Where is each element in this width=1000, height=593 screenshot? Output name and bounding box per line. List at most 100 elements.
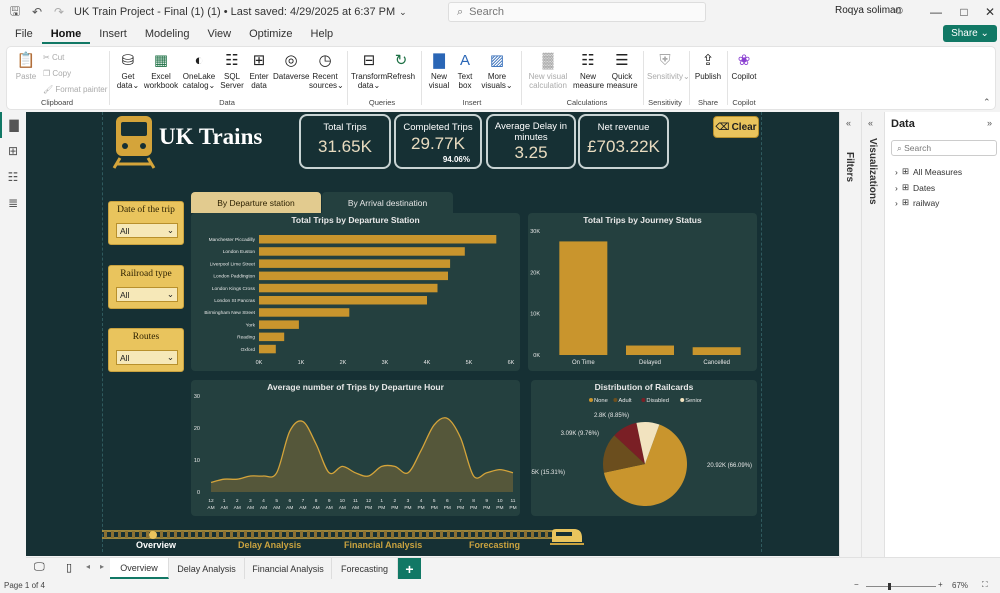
add-page-button[interactable]: + [398,558,421,579]
maximize-icon[interactable]: □ [960,5,968,19]
track-tie [181,531,184,538]
copy-button[interactable]: ❐ Copy [43,69,72,78]
nav-overview[interactable]: Overview [136,540,177,550]
format-painter-button[interactable]: 🖌 Format painter [43,85,108,94]
more-visuals-button[interactable]: ▨ More visuals⌄ [481,51,513,91]
fit-page-icon[interactable]: ⛶ [982,580,988,589]
prev-page-icon[interactable]: ◂ [86,562,91,571]
visualizations-pane[interactable]: « Visualizations [861,112,884,557]
sensitivity-button[interactable]: ⛨ Sensitivity⌄ [647,51,690,82]
menu-file[interactable]: File [15,28,33,40]
search-input[interactable]: ⌕ Search [448,2,706,22]
transform-data-button[interactable]: ⊟ Transform data⌄ [351,51,388,91]
track-tie [391,531,394,538]
save-icon[interactable]: 🖫 [9,3,21,18]
menu-home[interactable]: Home [41,24,91,44]
sql-server-button[interactable]: ☷ SQL Server [220,51,244,91]
page-tab-financial-analysis[interactable]: Financial Analysis [245,558,332,579]
table-view-icon[interactable]: ⊞ [7,144,19,158]
dax-view-icon[interactable]: ≣ [7,196,19,210]
recent-sources-button[interactable]: ◷ Recent sources⌄ [309,51,344,91]
zoom-slider-thumb[interactable] [887,583,891,590]
minimize-icon[interactable]: — [930,5,942,19]
x-tick-label: AM [339,505,346,511]
desktop-layout-icon[interactable]: 🖵 [34,561,45,573]
new-visual-calculation-button[interactable]: ▓ New visual calculation [528,51,568,91]
collapse-filters-icon[interactable]: « [846,118,852,128]
menu-view[interactable]: View [207,28,232,40]
collapse-data-icon[interactable]: » [987,118,993,128]
table-icon: ⊞ [901,182,909,192]
onelake-catalog-button[interactable]: ◐ OneLake catalog⌄ [182,51,216,91]
ribbon: 📋 Paste ✂ Cut ❐ Copy 🖌 Format painter Cli… [6,46,996,110]
excel-workbook-button[interactable]: ▦ Excel workbook [143,51,179,91]
x-tick-label: PM [431,505,438,511]
filters-label: Filters [844,152,855,183]
data-item-railway[interactable]: › ⊞ railway [895,197,940,208]
copilot-button[interactable]: ❀ Copilot [731,51,757,82]
tab-by-departure-station[interactable]: By Departure station [191,192,321,213]
slicer-railroad-dropdown[interactable]: ⌄ All [116,287,178,302]
share-button[interactable]: Share ⌄ [943,25,997,42]
account-icon[interactable]: ☺ [893,3,906,17]
new-measure-button[interactable]: ☷ New measure [573,51,605,91]
clear-filters-button[interactable]: ⌫ Clear [713,116,759,138]
zoom-out-icon[interactable]: − [854,580,859,589]
slicer-railroad-type[interactable]: Railroad type ⌄ All [108,265,184,309]
track-tie [195,531,198,538]
mobile-layout-icon[interactable]: ▯ [66,562,73,574]
quick-measure-button[interactable]: ☰ Quick measure [606,51,638,91]
slicer-routes[interactable]: Routes ⌄ All [108,328,184,372]
cut-button[interactable]: ✂ Cut [43,53,65,62]
chevron-down-icon[interactable]: ⌄ [399,6,407,17]
get-data-button[interactable]: ⛁ Get data⌄ [116,51,140,91]
page-tab-overview[interactable]: Overview [110,558,169,579]
nav-delay-analysis[interactable]: Delay Analysis [238,540,302,550]
menu-optimize[interactable]: Optimize [249,28,293,40]
x-tick-label: 10 [497,498,503,504]
slicer-date-dropdown[interactable]: ⌄ All [116,223,178,238]
x-tick-label: AM [207,505,214,511]
slicer-routes-dropdown[interactable]: ⌄ All [116,350,178,365]
menu-modeling[interactable]: Modeling [144,28,190,40]
redo-icon[interactable]: ↷ [53,5,65,19]
legend-label: None [594,398,608,404]
chevron-right-icon: › [895,197,898,208]
bar-chart-departure: Manchester Piccadilly London Euston Liverp… [204,235,515,366]
page-tab-forecasting[interactable]: Forecasting [332,558,398,579]
text-box-button[interactable]: A Text box [453,50,477,91]
menu-insert[interactable]: Insert [99,28,127,40]
close-icon[interactable]: ✕ [984,5,996,19]
tab-by-arrival-destination[interactable]: By Arrival destination [322,192,453,213]
data-search-input[interactable]: ⌕ Search [891,140,997,156]
nav-forecasting[interactable]: Forecasting [469,540,521,550]
track-tie [188,531,191,538]
bar [259,283,438,293]
page-tab-delay-analysis[interactable]: Delay Analysis [169,558,245,579]
dataverse-button[interactable]: ◎ Dataverse [273,51,310,82]
bar [626,345,674,355]
bar-label: London Paddington [213,274,255,280]
enter-data-button[interactable]: ⊞ Enter data [249,51,269,91]
slicer-date[interactable]: Date of the trip ⌄ All [108,201,184,245]
data-item-dates[interactable]: › ⊞ Dates [895,182,936,193]
data-item-all-measures[interactable]: › ⊞ All Measures [895,166,963,177]
zoom-slider[interactable] [866,586,936,587]
refresh-button[interactable]: ↻ Refresh [387,51,416,82]
nav-financial-analysis[interactable]: Financial Analysis [344,540,423,550]
publish-button[interactable]: ⇪ Publish [694,51,722,82]
y-tick-label: 20 [194,426,200,432]
new-visual-button[interactable]: ▇ New visual [428,51,450,91]
collapse-ribbon-icon[interactable]: ⌃ [983,97,991,107]
x-tick-label: PM [391,505,398,511]
pie-slice [603,424,687,506]
menu-help[interactable]: Help [310,28,334,40]
next-page-icon[interactable]: ▸ [100,562,105,571]
model-view-icon[interactable]: ☷ [7,170,19,184]
undo-icon[interactable]: ↶ [31,5,43,19]
collapse-visualizations-icon[interactable]: « [868,118,874,128]
zoom-in-icon[interactable]: + [938,580,943,589]
report-view-icon[interactable]: ▇ [0,112,26,138]
paste-button[interactable]: 📋 Paste [15,51,37,82]
filters-pane[interactable]: « Filters [839,112,861,557]
